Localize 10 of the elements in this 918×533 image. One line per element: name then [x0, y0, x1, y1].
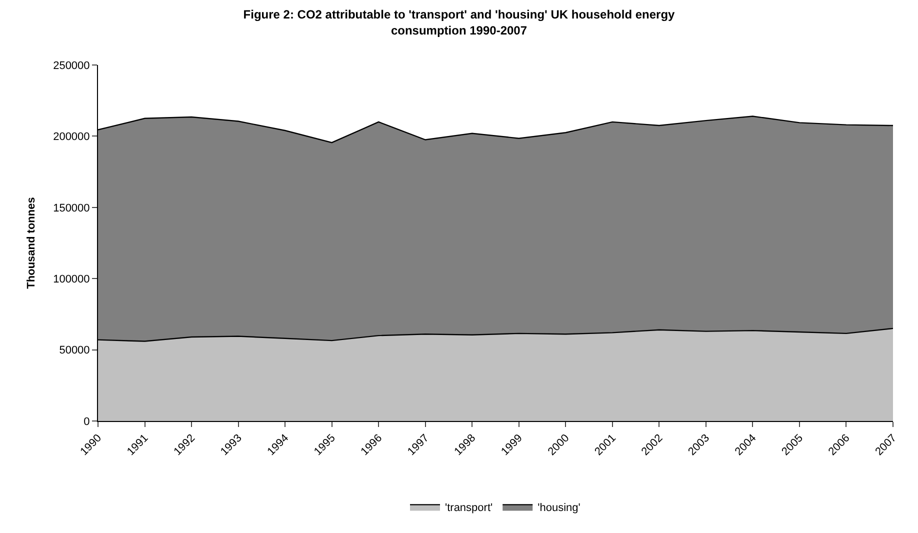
y-axis-title: Thousand tonnes	[26, 197, 38, 289]
legend-label: 'transport'	[445, 502, 493, 514]
legend-label: 'housing'	[538, 502, 580, 514]
y-tick-label: 100000	[53, 273, 90, 286]
y-tick-label: 0	[84, 416, 90, 428]
y-tick-label: 150000	[53, 202, 90, 214]
chart-title: Figure 2: CO2 attributable to 'transport' and 'housing' UK household energy consumption 1990-2007	[243, 8, 676, 38]
y-tick-label: 250000	[53, 60, 90, 72]
y-tick-label: 50000	[59, 344, 90, 357]
y-tick-label: 200000	[53, 131, 90, 144]
